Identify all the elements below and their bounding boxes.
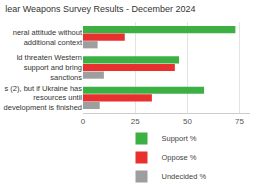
svg-text:Support %: Support % [162, 134, 197, 143]
svg-text:ld threaten Westernsupport and: ld threaten Westernsupport and bringsanc… [17, 53, 83, 82]
svg-text:Undecided %: Undecided % [162, 172, 207, 181]
svg-text:s (2), but if Ukraine hasresou: s (2), but if Ukraine hasresources until… [4, 84, 83, 113]
svg-text:lear Weapons Survey Results -: lear Weapons Survey Results - December 2… [5, 4, 195, 14]
svg-text:Oppose %: Oppose % [162, 153, 197, 162]
svg-text:0: 0 [81, 117, 86, 126]
svg-text:25: 25 [130, 116, 140, 126]
svg-text:50: 50 [182, 116, 192, 126]
svg-text:neral attitude withoutaddition: neral attitude withoutadditional context [13, 28, 83, 47]
svg-text:75: 75 [235, 117, 244, 126]
